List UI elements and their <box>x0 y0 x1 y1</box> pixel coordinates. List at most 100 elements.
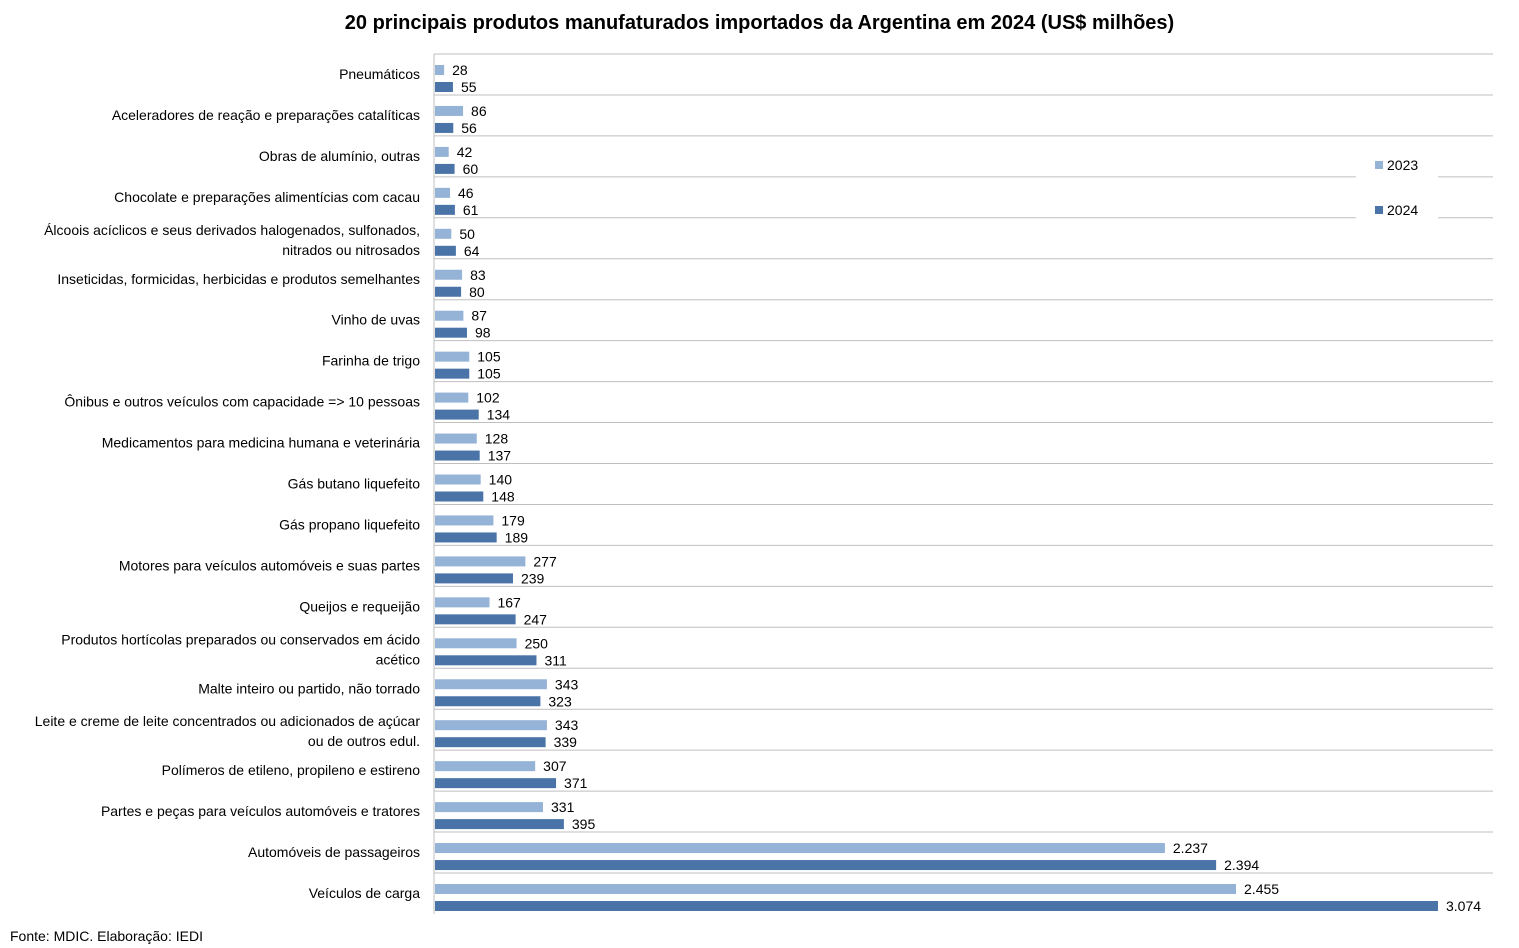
data-label: 140 <box>489 472 513 488</box>
bar-2024 <box>435 819 564 830</box>
bar-2024 <box>435 204 455 215</box>
source-note: Fonte: MDIC. Elaboração: IEDI <box>10 928 203 944</box>
category-label: Chocolate e preparações alimentícias com… <box>114 189 420 205</box>
legend-swatch-2023 <box>1375 161 1383 169</box>
category-label: Queijos e requeijão <box>299 598 420 614</box>
legend-label: 2023 <box>1387 157 1418 173</box>
category-label: Malte inteiro ou partido, não torrado <box>198 680 420 696</box>
category-label: Pneumáticos <box>339 66 420 82</box>
data-label: 239 <box>521 570 545 586</box>
category-label: Partes e peças para veículos automóveis … <box>101 803 420 819</box>
category-label: Ônibus e outros veículos com capacidade … <box>64 394 420 410</box>
bar-2024 <box>435 286 462 297</box>
data-label: 371 <box>564 775 588 791</box>
data-label: 323 <box>548 693 572 709</box>
bar-2023 <box>435 802 544 813</box>
bar-2023 <box>435 105 464 116</box>
data-label: 55 <box>461 79 477 95</box>
data-label: 307 <box>543 758 567 774</box>
bar-2024 <box>435 327 467 338</box>
bar-2023 <box>435 515 494 526</box>
bar-2024 <box>435 491 484 502</box>
bar-2023 <box>435 269 463 280</box>
data-label: 98 <box>475 325 491 341</box>
bar-2023 <box>435 761 536 772</box>
category-label: Obras de alumínio, outras <box>259 148 420 164</box>
data-label: 343 <box>555 717 579 733</box>
category-label: Gás butano liquefeito <box>288 476 421 492</box>
category-label: Veículos de carga <box>309 885 421 901</box>
chart-title: 20 principais produtos manufaturados imp… <box>344 12 1175 34</box>
data-label: 179 <box>501 512 525 528</box>
data-label: 2.455 <box>1244 881 1279 897</box>
data-label: 105 <box>477 366 501 382</box>
category-label: Polímeros de etileno, propileno e estire… <box>162 762 421 778</box>
bar-2024 <box>435 122 454 133</box>
bar-2023 <box>435 843 1165 854</box>
bar-2024 <box>435 655 537 666</box>
data-label: 2.394 <box>1224 857 1259 873</box>
category-label: Vinho de uvas <box>332 312 420 328</box>
data-label: 331 <box>551 799 575 815</box>
bar-2024 <box>435 614 516 625</box>
category-label: Motores para veículos automóveis e suas … <box>119 557 420 573</box>
bar-2024 <box>435 163 455 174</box>
data-label: 102 <box>476 390 500 406</box>
bar-2023 <box>435 884 1237 894</box>
bar-2024 <box>435 532 497 543</box>
bar-2023 <box>435 720 547 731</box>
data-label: 128 <box>485 431 509 447</box>
data-label: 50 <box>459 226 475 242</box>
bar-2024 <box>435 409 479 420</box>
category-label: Farinha de trigo <box>322 353 420 369</box>
bar-2024 <box>435 696 541 707</box>
category-label: Medicamentos para medicina humana e vete… <box>102 435 420 451</box>
bar-2023 <box>435 433 477 444</box>
data-label: 311 <box>544 652 567 668</box>
data-label: 250 <box>525 635 549 651</box>
legend-swatch-2024 <box>1375 206 1383 214</box>
category-label: Gás propano liquefeito <box>279 516 420 532</box>
data-label: 277 <box>533 553 557 569</box>
category-label: Produtos hortícolas preparados ou conser… <box>61 631 420 647</box>
data-label: 83 <box>470 267 486 283</box>
data-label: 137 <box>488 448 512 464</box>
data-label: 64 <box>464 243 480 259</box>
data-label: 247 <box>524 611 548 627</box>
bar-2023 <box>435 146 449 157</box>
bar-2023 <box>435 679 547 690</box>
category-label: Inseticidas, formicidas, herbicidas e pr… <box>57 271 420 287</box>
bar-2023 <box>435 392 469 403</box>
data-label: 189 <box>505 529 529 545</box>
data-label: 86 <box>471 103 487 119</box>
legend-label: 2024 <box>1387 202 1418 218</box>
data-label: 60 <box>463 161 479 177</box>
bar-2024 <box>435 901 1438 911</box>
bar-2023 <box>435 556 526 567</box>
data-label: 2.237 <box>1173 840 1208 856</box>
data-label: 343 <box>555 676 579 692</box>
bar-2024 <box>435 737 546 748</box>
bar-2023 <box>435 638 517 649</box>
category-label: acético <box>376 651 421 667</box>
bar-2023 <box>435 351 470 362</box>
bar-2023 <box>435 187 451 198</box>
bar-2024 <box>435 860 1217 871</box>
data-label: 56 <box>461 120 477 136</box>
bar-2024 <box>435 778 557 789</box>
data-label: 80 <box>469 284 485 300</box>
data-label: 42 <box>457 144 473 160</box>
data-label: 3.074 <box>1446 898 1481 914</box>
bar-2023 <box>435 65 445 75</box>
category-label: ou de outros edul. <box>308 733 420 749</box>
legend-box <box>1356 150 1438 226</box>
category-label: nitrados ou nitrosados <box>282 242 420 258</box>
data-label: 395 <box>572 816 596 832</box>
data-label: 61 <box>463 202 479 218</box>
category-label: Álcoois acíclicos e seus derivados halog… <box>44 222 420 238</box>
category-label: Leite e creme de leite concentrados ou a… <box>35 713 421 729</box>
bar-2023 <box>435 310 464 321</box>
bar-2024 <box>435 573 513 584</box>
category-label: Aceleradores de reação e preparações cat… <box>112 107 420 123</box>
